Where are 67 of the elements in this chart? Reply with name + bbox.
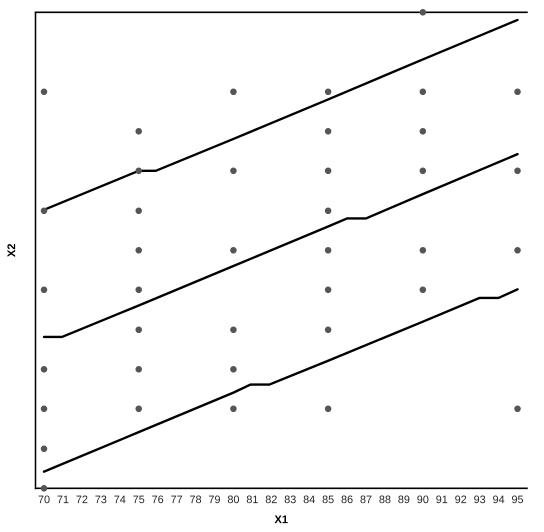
x-tick-label: 80 (228, 496, 240, 504)
point (230, 366, 237, 373)
point (40, 446, 48, 452)
x-tick-label: 79 (209, 496, 220, 504)
x-tick-label: 74 (114, 496, 126, 504)
point (420, 168, 426, 174)
point (514, 168, 521, 174)
point (135, 128, 142, 135)
y-axis-title: X2 (7, 244, 16, 257)
point (514, 406, 521, 412)
point (420, 247, 426, 254)
x-tick-label: 94 (493, 496, 504, 504)
point (135, 366, 142, 373)
point (230, 406, 237, 412)
point (324, 168, 332, 174)
point (420, 88, 426, 96)
x-tick-label: 78 (190, 496, 202, 504)
x-tick-label: 91 (436, 496, 448, 504)
point (230, 168, 237, 174)
x-tick-label: 93 (474, 496, 486, 504)
x-tick-label: 72 (76, 496, 88, 504)
point (324, 247, 332, 254)
point (40, 406, 48, 412)
point (230, 88, 237, 96)
x-axis-title: X1 (274, 515, 288, 524)
point (135, 406, 142, 412)
x-tick-label: 82 (266, 496, 277, 504)
point (135, 168, 142, 174)
x-tick-label: 77 (171, 496, 182, 504)
point (514, 247, 521, 254)
x-tick-label: 75 (133, 496, 144, 504)
x-tick-label: 83 (284, 496, 296, 504)
point (230, 326, 237, 334)
point (40, 286, 48, 294)
point (324, 128, 332, 135)
point (135, 208, 142, 214)
point (135, 286, 142, 294)
point (135, 326, 142, 334)
x-tick-label: 76 (152, 496, 164, 504)
point (420, 9, 426, 16)
x-tick-label: 88 (379, 496, 390, 504)
x-tick-label: 87 (360, 496, 372, 504)
x-tick-label: 89 (398, 496, 410, 504)
x-tick-label: 90 (417, 496, 428, 504)
point (135, 247, 142, 254)
x-tick-label: 73 (95, 496, 106, 504)
x-tick-label: 70 (38, 496, 50, 504)
x-tick-label: 84 (304, 496, 315, 504)
point (40, 366, 48, 373)
point (420, 286, 426, 294)
x-tick-label: 71 (57, 496, 68, 504)
point (420, 128, 426, 135)
x-tick-label: 85 (322, 496, 334, 504)
point (324, 208, 332, 214)
point (324, 286, 332, 294)
point (324, 326, 332, 334)
point (230, 247, 237, 254)
point (40, 485, 48, 492)
x-tick-label: 95 (512, 496, 524, 504)
point (40, 208, 48, 214)
point (324, 88, 332, 96)
point (514, 88, 521, 96)
x-tick-label: 81 (246, 496, 258, 504)
x-tick-label: 92 (455, 496, 466, 504)
point (324, 406, 332, 412)
point (40, 88, 48, 96)
x-tick-label: 86 (342, 496, 353, 504)
